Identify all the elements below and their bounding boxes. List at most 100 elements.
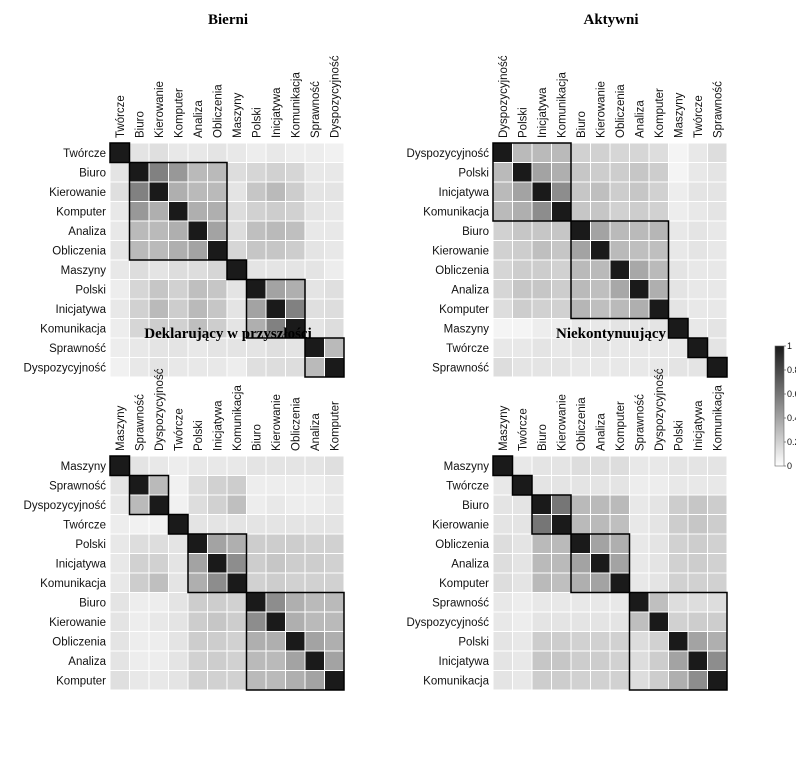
heatmap-cell bbox=[648, 553, 669, 574]
heatmap-cell bbox=[531, 318, 552, 339]
heatmap-cell bbox=[129, 572, 150, 593]
heatmap-cell bbox=[246, 259, 267, 280]
column-label-komunikacja: Komunikacja bbox=[556, 72, 568, 138]
heatmap-cell bbox=[285, 611, 306, 632]
heatmap-cell bbox=[512, 494, 533, 515]
heatmap-cell bbox=[609, 181, 630, 202]
heatmap-cell bbox=[687, 533, 708, 554]
heatmap-cell bbox=[109, 533, 130, 554]
heatmap-cell bbox=[207, 259, 228, 280]
heatmap-cell bbox=[492, 259, 513, 280]
heatmap-cell bbox=[687, 201, 708, 222]
heatmap-cell bbox=[648, 220, 669, 241]
heatmap-cell bbox=[609, 142, 630, 163]
heatmap-cell bbox=[207, 533, 228, 554]
column-label-dyspozycyjnosc: Dyspozycyjność bbox=[329, 55, 341, 138]
heatmap-cell bbox=[687, 611, 708, 632]
heatmap-cell bbox=[648, 181, 669, 202]
column-label-polski: Polski bbox=[193, 420, 205, 451]
heatmap-cell bbox=[531, 298, 552, 319]
column-label-biuro: Biuro bbox=[251, 424, 263, 451]
heatmap-cell bbox=[304, 240, 325, 261]
color-scale-tick-label: 0 bbox=[787, 461, 792, 471]
column-label-analiza: Analiza bbox=[595, 413, 607, 451]
heatmap-cell bbox=[304, 259, 325, 280]
heatmap-cell bbox=[246, 455, 267, 476]
heatmap-cell bbox=[707, 181, 728, 202]
heatmap-cell bbox=[148, 259, 169, 280]
heatmap-cell bbox=[707, 514, 728, 535]
heatmap-cell bbox=[629, 611, 650, 632]
heatmap-cell bbox=[512, 220, 533, 241]
heatmap-cell bbox=[551, 220, 572, 241]
heatmap-cell bbox=[324, 631, 345, 652]
heatmap-cell bbox=[187, 201, 208, 222]
heatmap-cell bbox=[668, 572, 689, 593]
heatmap-cell bbox=[304, 279, 325, 300]
heatmap-cell bbox=[648, 201, 669, 222]
heatmap-cell bbox=[609, 494, 630, 515]
heatmap-cell bbox=[512, 298, 533, 319]
heatmap-cell bbox=[531, 142, 552, 163]
heatmap-cell bbox=[648, 533, 669, 554]
heatmap-cell bbox=[492, 357, 513, 378]
heatmap-cell bbox=[226, 494, 247, 515]
heatmap-cell bbox=[590, 298, 611, 319]
heatmap-cell bbox=[531, 494, 552, 515]
heatmap-cell bbox=[492, 240, 513, 261]
heatmap-cell bbox=[324, 162, 345, 183]
heatmap-cell bbox=[492, 142, 513, 163]
heatmap-cell bbox=[570, 181, 591, 202]
heatmap-cell bbox=[246, 650, 267, 671]
heatmap-cell bbox=[207, 553, 228, 574]
heatmap-cell bbox=[187, 572, 208, 593]
heatmap-cell bbox=[668, 318, 689, 339]
heatmap-panel-niekontynuujacy: Niekontynuujący Maszyny Twórcze Biuro Kierow… bbox=[407, 326, 728, 691]
heatmap-cell bbox=[109, 181, 130, 202]
heatmap-cell bbox=[148, 220, 169, 241]
heatmap-cell bbox=[129, 650, 150, 671]
heatmap-cell bbox=[512, 142, 533, 163]
heatmap-cell bbox=[304, 553, 325, 574]
heatmap-cell bbox=[129, 162, 150, 183]
heatmap-cell bbox=[570, 220, 591, 241]
heatmap-cell bbox=[551, 650, 572, 671]
heatmap-cell bbox=[629, 298, 650, 319]
column-label-maszyny: Maszyny bbox=[498, 405, 510, 451]
heatmap-cell bbox=[687, 259, 708, 280]
color-scale-tick-label: 0.6 bbox=[787, 389, 796, 399]
column-label-komputer: Komputer bbox=[173, 88, 185, 138]
heatmap-cell bbox=[285, 572, 306, 593]
heatmap-cell bbox=[109, 220, 130, 241]
heatmap-cell bbox=[168, 357, 189, 378]
heatmap-cell bbox=[285, 279, 306, 300]
heatmap-cell bbox=[148, 455, 169, 476]
heatmap-cell bbox=[168, 514, 189, 535]
heatmap-cell bbox=[304, 514, 325, 535]
cluster-box bbox=[531, 494, 572, 535]
heatmap-cell bbox=[629, 553, 650, 574]
heatmap-cell bbox=[590, 220, 611, 241]
heatmap-cell bbox=[629, 357, 650, 378]
heatmap-cell bbox=[168, 494, 189, 515]
heatmap-cell bbox=[187, 279, 208, 300]
heatmap-cell bbox=[109, 240, 130, 261]
row-label-obliczenia: Obliczenia bbox=[435, 539, 489, 551]
row-label-tworcze: Twórcze bbox=[63, 519, 106, 531]
column-label-inicjatywa: Inicjatywa bbox=[212, 400, 224, 451]
heatmap-cell bbox=[570, 240, 591, 261]
heatmap-cell bbox=[129, 494, 150, 515]
heatmap-cell bbox=[304, 670, 325, 691]
heatmap-cell bbox=[109, 631, 130, 652]
heatmap-cell bbox=[285, 670, 306, 691]
heatmap-cell bbox=[168, 475, 189, 496]
heatmap-cell bbox=[707, 337, 728, 358]
heatmap-cell bbox=[304, 162, 325, 183]
row-label-komunikacja: Komunikacja bbox=[40, 578, 106, 590]
heatmap-cell bbox=[109, 514, 130, 535]
heatmap-cell bbox=[707, 650, 728, 671]
heatmap-cell bbox=[609, 592, 630, 613]
heatmap-cell bbox=[531, 514, 552, 535]
heatmap-cell bbox=[551, 494, 572, 515]
heatmap-cell bbox=[648, 142, 669, 163]
